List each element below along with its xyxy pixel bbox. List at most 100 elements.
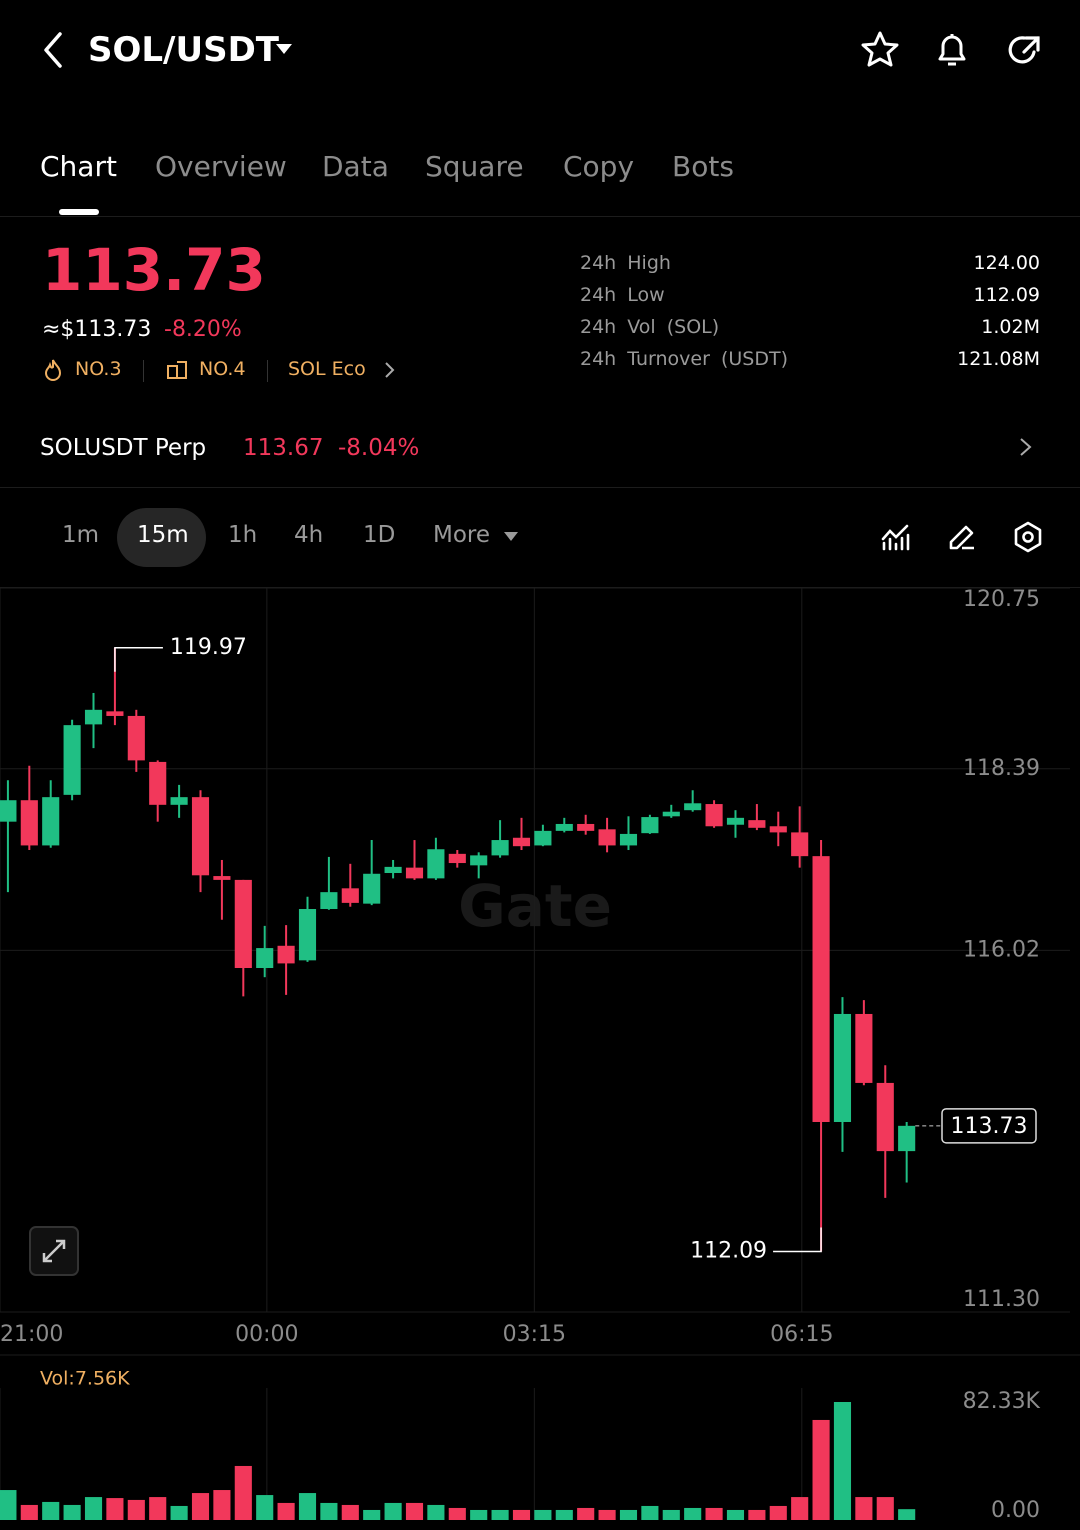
volume-bar <box>470 1509 488 1520</box>
stat-value: 124.00 <box>973 252 1040 274</box>
candle-body <box>855 1013 873 1083</box>
volume-bar <box>577 1507 595 1520</box>
y-tick-label: 116.02 <box>963 937 1040 962</box>
interval-option[interactable]: 1D <box>363 522 396 548</box>
candle-body <box>769 826 787 833</box>
candle-body <box>641 817 659 834</box>
tab[interactable]: Overview <box>155 150 287 183</box>
low-marker-line <box>773 1227 822 1253</box>
volume-bar <box>298 1493 317 1520</box>
volume-bar <box>20 1504 38 1520</box>
draw-icon[interactable] <box>946 521 978 553</box>
divider <box>0 487 1080 488</box>
rank-badge[interactable]: NO.3 <box>75 358 122 380</box>
volume-bar <box>512 1509 531 1520</box>
chevron <box>385 362 395 378</box>
volume-bar <box>0 1490 17 1520</box>
candle-body <box>277 945 295 964</box>
alert-icon[interactable] <box>932 30 972 70</box>
candle-body <box>662 811 680 817</box>
y-tick-label: 118.39 <box>963 756 1040 781</box>
stat-value: 112.09 <box>973 284 1040 306</box>
favorite-icon[interactable] <box>860 30 900 70</box>
perp-price: 113.67 <box>243 435 324 461</box>
candlestick-chart: Gate 111.30 116.02 118.39 120.75 21:00 00:00 0… <box>0 588 1080 1523</box>
candle-body <box>320 892 338 910</box>
tab[interactable]: Chart <box>40 150 117 183</box>
volume-bar <box>63 1504 81 1520</box>
divider <box>0 216 1080 217</box>
volume-bar <box>812 1419 830 1520</box>
share-icon[interactable] <box>1004 30 1044 70</box>
candle-body <box>598 829 616 846</box>
x-tick-label: 00:00 <box>235 1322 298 1347</box>
volume-bar <box>320 1502 338 1520</box>
volume-bar <box>641 1505 659 1520</box>
volume-bar <box>791 1497 809 1520</box>
hot-icon <box>44 359 62 381</box>
volume-bar <box>769 1505 787 1520</box>
interval-option[interactable]: 15m <box>137 522 189 548</box>
rank-badge[interactable]: NO.4 <box>199 358 246 380</box>
tab[interactable]: Square <box>425 150 524 183</box>
tab[interactable]: Copy <box>563 150 635 183</box>
volume-bar <box>705 1507 723 1520</box>
candle-body <box>234 879 252 969</box>
stat-label: 24h High <box>580 252 671 274</box>
stat-value: 121.08M <box>957 348 1040 370</box>
pair-title[interactable]: SOL/USDT <box>88 30 279 70</box>
interval-option[interactable]: More <box>433 522 491 548</box>
volume-bar <box>555 1509 573 1520</box>
x-tick-label: 21:00 <box>0 1322 63 1347</box>
back-button[interactable] <box>36 30 70 70</box>
candle-body <box>448 853 466 864</box>
settings-icon[interactable] <box>1011 520 1045 554</box>
interval-option[interactable]: 4h <box>294 522 324 548</box>
stat-label: 24h Vol (SOL) <box>580 316 720 338</box>
ecosystem-badge[interactable]: SOL Eco <box>288 358 366 380</box>
candle-body <box>341 888 359 903</box>
expand-button[interactable] <box>29 1226 79 1276</box>
tab[interactable]: Data <box>322 150 389 183</box>
candle-body <box>427 849 445 879</box>
volume-bar <box>405 1502 424 1520</box>
volume-bar <box>213 1490 231 1520</box>
candle-body <box>191 797 210 876</box>
watermark: Gate <box>458 872 612 940</box>
candle-body <box>898 1125 916 1152</box>
indicator-icon[interactable] <box>880 521 912 553</box>
pair-dropdown[interactable] <box>274 42 294 56</box>
volume-bar <box>384 1502 402 1520</box>
candle-body <box>876 1082 894 1152</box>
low-marker-label: 112.09 <box>690 1238 767 1263</box>
volume-bar <box>855 1497 873 1520</box>
volume-tick-label: 82.33K <box>963 1389 1041 1414</box>
tab[interactable]: Bots <box>672 150 734 183</box>
more-caret[interactable] <box>502 530 520 544</box>
volume-bar <box>876 1497 894 1520</box>
candle-body <box>384 866 402 874</box>
volume-bar <box>127 1499 145 1520</box>
perp-name[interactable]: SOLUSDT Perp <box>40 435 207 461</box>
volume-bar <box>170 1505 188 1520</box>
volume-bar <box>191 1493 210 1520</box>
candle-body <box>577 823 595 831</box>
active-tab-indicator <box>58 209 99 215</box>
perp-chevron[interactable] <box>1018 436 1034 458</box>
volume-tick-label: 0.00 <box>991 1498 1040 1523</box>
interval-option[interactable]: 1m <box>62 522 100 548</box>
volume-bar <box>748 1509 766 1520</box>
candle-body <box>748 820 766 828</box>
candle-body <box>0 800 17 822</box>
high-marker-line <box>114 647 163 672</box>
interval-option[interactable]: 1h <box>228 522 258 548</box>
y-tick-label: 111.30 <box>963 1287 1040 1312</box>
volume-bar <box>534 1509 552 1520</box>
usd-price: ≈$113.73 <box>42 317 152 342</box>
candle-body <box>149 761 167 805</box>
volume-bar <box>234 1465 252 1520</box>
candle-body <box>42 797 60 846</box>
candle-body <box>213 876 231 880</box>
volume-bar <box>619 1509 638 1520</box>
